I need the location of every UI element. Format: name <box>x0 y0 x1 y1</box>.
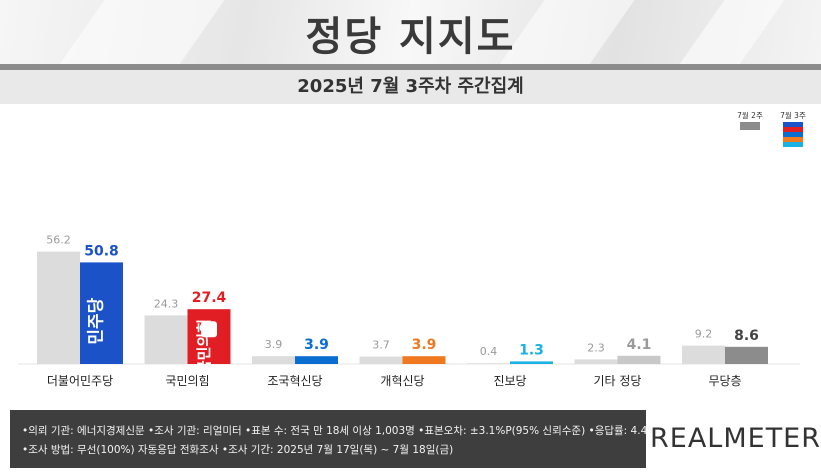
party-logo-mark <box>201 321 217 338</box>
bar-prev-week <box>144 315 188 364</box>
legend-label-current-week: 7월 3주 <box>780 110 806 120</box>
survey-period: 2025년 7월 3주차 주간집계 <box>0 70 821 104</box>
category-label: 기타 정당 <box>594 374 642 388</box>
bar-prev-week <box>574 359 618 364</box>
value-label-current-week: 8.6 <box>734 328 759 344</box>
category-label: 더불어민주당 <box>47 374 113 388</box>
survey-info-line-1: •의뢰 기관: 에너지경제신문 •조사 기관: 리얼미터 •표본 수: 전국 만… <box>22 425 658 437</box>
legend-swatch-current-week <box>783 142 803 147</box>
value-label-current-week: 50.8 <box>84 243 119 259</box>
legend-swatch-current-week <box>783 132 803 137</box>
bar-current-week <box>617 355 661 364</box>
legend-swatch-current-week <box>783 127 803 132</box>
bar-prev-week <box>37 251 80 364</box>
category-label: 무당층 <box>708 374 741 388</box>
bar-current-week <box>402 356 446 364</box>
value-label-prev-week: 3.7 <box>372 339 390 352</box>
bar-prev-week <box>682 345 725 364</box>
page-title: 정당 지지도 <box>305 14 516 60</box>
value-label-current-week: 4.1 <box>627 337 652 353</box>
survey-info-line-2: •조사 방법: 무선(100%) 자동응답 전화조사 •조사 기간: 2025년… <box>22 444 454 456</box>
value-label-prev-week: 56.2 <box>46 234 71 247</box>
value-label-prev-week: 0.4 <box>480 345 498 358</box>
bar-current-week <box>80 262 123 364</box>
value-label-current-week: 27.4 <box>192 290 227 306</box>
value-label-prev-week: 2.3 <box>587 341 605 354</box>
value-label-prev-week: 3.9 <box>265 338 283 351</box>
realmeter-logo: REALMETER <box>650 423 821 454</box>
value-label-current-week: 3.9 <box>304 337 329 353</box>
legend-swatch-current-week <box>783 137 803 142</box>
category-label: 국민의힘 <box>165 374 209 388</box>
header-banner: 정당 지지도 <box>0 0 821 64</box>
legend-swatch-prev-week <box>740 122 760 130</box>
value-label-prev-week: 9.2 <box>695 328 713 341</box>
bar-current-week <box>295 356 338 364</box>
value-label-prev-week: 24.3 <box>154 297 179 310</box>
bar-prev-week <box>467 363 510 364</box>
category-label: 조국혁신당 <box>267 374 322 388</box>
bar-prev-week <box>359 356 403 364</box>
party-logo-wordmark: 민주당 <box>87 297 107 344</box>
survey-info-box: •의뢰 기관: 에너지경제신문 •조사 기관: 리얼미터 •표본 수: 전국 만… <box>10 410 657 468</box>
bar-current-week <box>510 361 553 364</box>
header-rule <box>0 64 821 70</box>
value-label-current-week: 3.9 <box>412 337 437 353</box>
category-label: 진보당 <box>493 374 526 388</box>
category-label: 개혁신당 <box>380 374 424 388</box>
bar-prev-week <box>252 356 295 364</box>
value-label-current-week: 1.3 <box>519 342 544 358</box>
legend-swatch-current-week <box>783 122 803 127</box>
legend-label-prev-week: 7월 2주 <box>737 110 763 120</box>
bar-current-week <box>725 346 768 364</box>
